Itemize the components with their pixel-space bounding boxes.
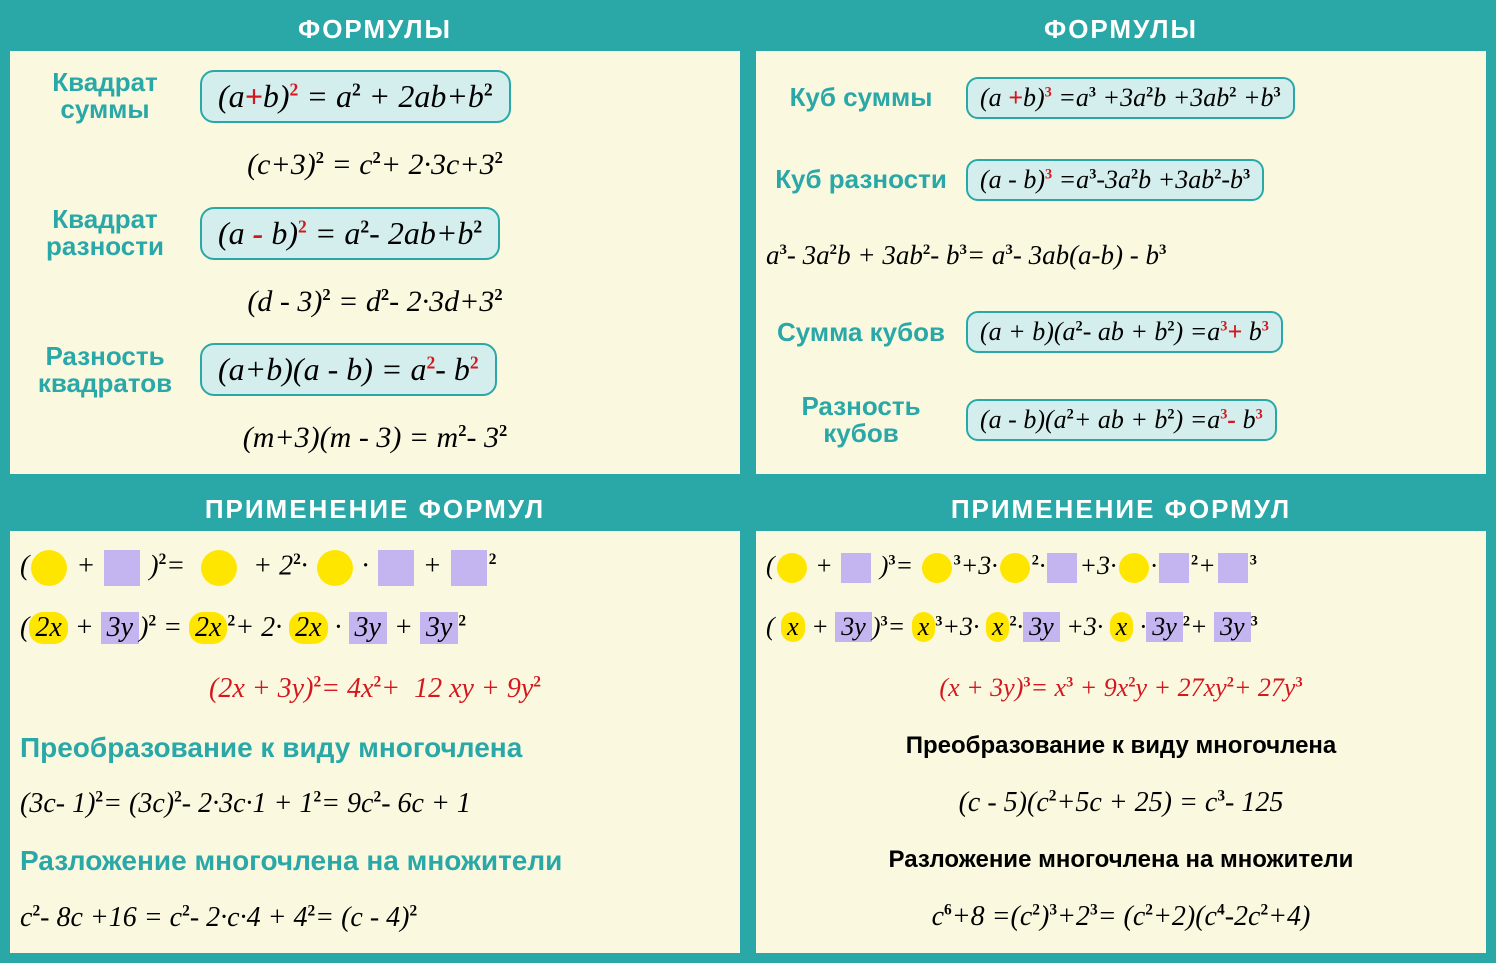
label-diff-sq: Разность квадратов bbox=[20, 343, 190, 398]
panel-bottom-right: ПРИМЕНЕНИЕ ФОРМУЛ ( + )3= 3+3·2·+3··2+3 … bbox=[752, 486, 1490, 958]
poster-grid: ФОРМУЛЫ Квадрат суммы (a+b)2 = a2 + 2ab+… bbox=[6, 6, 1490, 957]
example-1: (c+3)2 = c2+ 2·3c+32 bbox=[20, 148, 730, 182]
panel-top-right: ФОРМУЛЫ Куб суммы (a +b)3 =a3 +3a2b +3ab… bbox=[752, 6, 1490, 478]
panel-header: ФОРМУЛЫ bbox=[756, 10, 1486, 51]
formula-cube-diff: (a - b)3 =a3-3a2b +3ab2-b3 bbox=[966, 159, 1264, 201]
example-factor: c6+8 =(c2)3+23= (c2+2)(c4-2c2+4) bbox=[766, 899, 1476, 935]
subtitle-2: Разложение многочлена на множители bbox=[766, 846, 1476, 874]
label-sq-diff: Квадрат разности bbox=[20, 206, 190, 261]
formula-diff-sq: (a+b)(a - b) = a2- b2 bbox=[200, 343, 497, 396]
row-diff-cubes: Разность кубов (a - b)(a2+ ab + b2) =a3-… bbox=[766, 393, 1476, 448]
row-cube-sum: Куб суммы (a +b)3 =a3 +3a2b +3ab2 +b3 bbox=[766, 77, 1476, 119]
panel-header: ПРИМЕНЕНИЕ ФОРМУЛ bbox=[756, 490, 1486, 531]
row-sq-diff: Квадрат разности (a - b)2 = a2- 2ab+b2 bbox=[20, 206, 730, 261]
example-poly: (3c- 1)2= (3c)2- 2·3c·1 + 12= 9c2- 6c + … bbox=[20, 786, 730, 822]
subtitle-2: Разложение многочлена на множители bbox=[20, 845, 730, 877]
template-line-subst: (2x + 3y)2 = 2x2+ 2· 2x · 3y + 3y2 bbox=[20, 610, 730, 646]
panel-bottom-left: ПРИМЕНЕНИЕ ФОРМУЛ ( + )2= + 22· · + 2 (2… bbox=[6, 486, 744, 958]
example-2: (d - 3)2 = d2- 2·3d+32 bbox=[20, 285, 730, 319]
formula-diff-cubes: (a - b)(a2+ ab + b2) =a3- b3 bbox=[966, 399, 1277, 441]
panel-body: ( + )2= + 22· · + 2 (2x + 3y)2 = 2x2+ 2·… bbox=[10, 531, 740, 954]
template-line-subst: ( x + 3y)3= x3+3· x2·3y +3· x ·3y2+ 3y3 bbox=[766, 610, 1476, 644]
example-poly: (c - 5)(c2+5c + 25) = c3- 125 bbox=[766, 785, 1476, 821]
result-red: (2x + 3y)2= 4x2+ 12 xy + 9y2 bbox=[20, 669, 730, 709]
formula-sq-sum: (a+b)2 = a2 + 2ab+b2 bbox=[200, 70, 511, 123]
row-sum-cubes: Сумма кубов (a + b)(a2- ab + b2) =a3+ b3 bbox=[766, 311, 1476, 353]
panel-header: ФОРМУЛЫ bbox=[10, 10, 740, 51]
cube-diff-expand: a3- 3a2b + 3ab2- b3= a3- 3ab(a-b) - b3 bbox=[766, 240, 1476, 271]
panel-top-left: ФОРМУЛЫ Квадрат суммы (a+b)2 = a2 + 2ab+… bbox=[6, 6, 744, 478]
label-sq-sum: Квадрат суммы bbox=[20, 69, 190, 124]
label-cube-diff: Куб разности bbox=[766, 166, 956, 193]
formula-cube-sum: (a +b)3 =a3 +3a2b +3ab2 +b3 bbox=[966, 77, 1295, 119]
formula-sum-cubes: (a + b)(a2- ab + b2) =a3+ b3 bbox=[966, 311, 1283, 353]
example-factor: c2- 8c +16 = c2- 2·c·4 + 42= (c - 4)2 bbox=[20, 900, 730, 936]
panel-body: ( + )3= 3+3·2·+3··2+3 ( x + 3y)3= x3+3· … bbox=[756, 531, 1486, 954]
label-sum-cubes: Сумма кубов bbox=[766, 319, 956, 346]
row-diff-sq: Разность квадратов (a+b)(a - b) = a2- b2 bbox=[20, 343, 730, 398]
subtitle-1: Преобразование к виду многочлена bbox=[20, 732, 730, 764]
panel-body: Квадрат суммы (a+b)2 = a2 + 2ab+b2 (c+3)… bbox=[10, 51, 740, 474]
example-3: (m+3)(m - 3) = m2- 32 bbox=[20, 421, 730, 455]
subtitle-1: Преобразование к виду многочлена bbox=[766, 732, 1476, 760]
template-line-shapes: ( + )3= 3+3·2·+3··2+3 bbox=[766, 549, 1476, 585]
result-red: (x + 3y)3= x3 + 9x2y + 27xy2+ 27y3 bbox=[766, 669, 1476, 707]
template-line-shapes: ( + )2= + 22· · + 2 bbox=[20, 548, 730, 588]
panel-body: Куб суммы (a +b)3 =a3 +3a2b +3ab2 +b3 Ку… bbox=[756, 51, 1486, 474]
row-cube-diff: Куб разности (a - b)3 =a3-3a2b +3ab2-b3 bbox=[766, 159, 1476, 201]
row-sq-sum: Квадрат суммы (a+b)2 = a2 + 2ab+b2 bbox=[20, 69, 730, 124]
formula-sq-diff: (a - b)2 = a2- 2ab+b2 bbox=[200, 207, 500, 260]
label-diff-cubes: Разность кубов bbox=[766, 393, 956, 448]
label-cube-sum: Куб суммы bbox=[766, 84, 956, 111]
panel-header: ПРИМЕНЕНИЕ ФОРМУЛ bbox=[10, 490, 740, 531]
